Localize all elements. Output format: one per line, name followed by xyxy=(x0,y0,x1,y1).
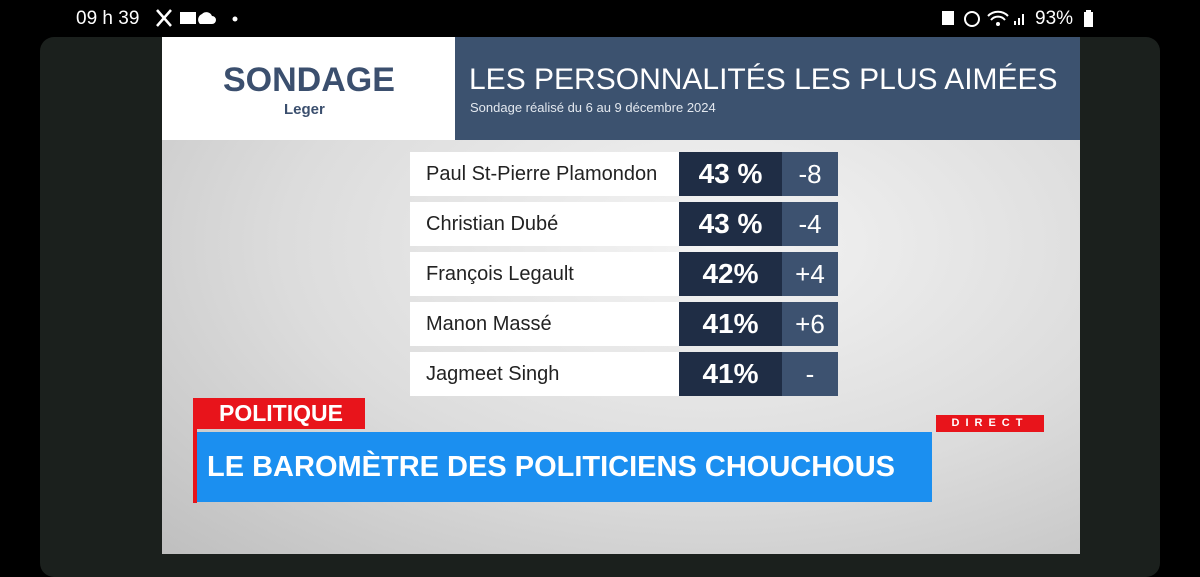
table-row: Christian Dubé 43 % -4 xyxy=(410,202,838,246)
approval-rate: 42% xyxy=(676,252,782,296)
broadcast-frame: SONDAGE Leger LES PERSONNALITÉS LES PLUS… xyxy=(162,37,1080,554)
change: +6 xyxy=(782,302,838,346)
person-name: Christian Dubé xyxy=(410,202,676,246)
table-row: Paul St-Pierre Plamondon 43 % -8 xyxy=(410,152,838,196)
table-row: François Legault 42% +4 xyxy=(410,252,838,296)
section-tag: POLITIQUE xyxy=(197,398,365,429)
system-icons xyxy=(942,10,1024,27)
logo: Leger xyxy=(284,101,325,118)
change: +4 xyxy=(782,252,838,296)
person-name: Manon Massé xyxy=(410,302,676,346)
title: LES PERSONNALITÉS LES PLUS AIMÉES xyxy=(469,63,1058,96)
clock: 09 h 39 xyxy=(76,8,140,29)
logo-box: SONDAGE Leger xyxy=(162,37,455,140)
approval-rate: 43 % xyxy=(676,202,782,246)
approval-rate: 41% xyxy=(676,352,782,396)
live-tag: DIRECT xyxy=(936,415,1044,432)
accent-bar xyxy=(193,398,197,503)
person-name: Paul St-Pierre Plamondon xyxy=(410,152,676,196)
battery-icon xyxy=(1084,10,1093,27)
headline: LE BAROMÈTRE DES POLITICIENS CHOUCHOUS xyxy=(197,432,932,502)
table-row: Jagmeet Singh 41% - xyxy=(410,352,838,396)
notification-icons xyxy=(156,9,238,27)
status-bar: 09 h 39 93% xyxy=(0,0,1200,36)
approval-rate: 43 % xyxy=(676,152,782,196)
brand: SONDAGE xyxy=(223,61,395,99)
change: -8 xyxy=(782,152,838,196)
person-name: François Legault xyxy=(410,252,676,296)
battery-level: 93% xyxy=(1035,8,1074,29)
approval-rate: 41% xyxy=(676,302,782,346)
change: -4 xyxy=(782,202,838,246)
change: - xyxy=(782,352,838,396)
table-row: Manon Massé 41% +6 xyxy=(410,302,838,346)
title-box: LES PERSONNALITÉS LES PLUS AIMÉES Sondag… xyxy=(455,37,1080,140)
subtitle: Sondage réalisé du 6 au 9 décembre 2024 xyxy=(470,100,716,115)
person-name: Jagmeet Singh xyxy=(410,352,676,396)
